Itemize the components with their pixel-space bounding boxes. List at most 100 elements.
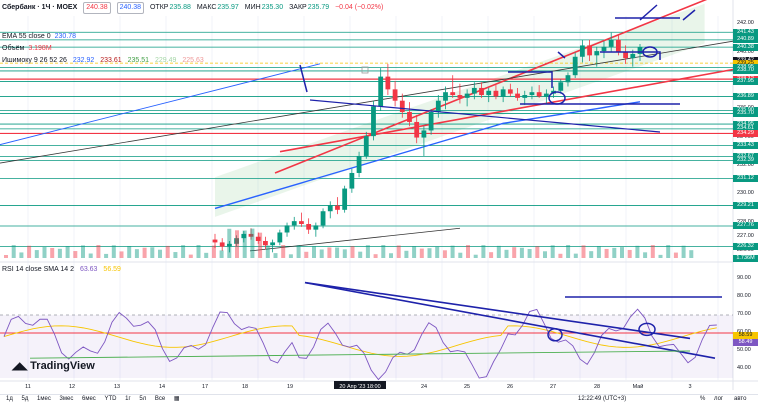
rsi-tick-label: 50.00 [737, 347, 751, 353]
volume-bar [188, 254, 193, 258]
tradingview-logo[interactable]: ◢◣ TradingView [12, 360, 95, 372]
price-box-sell[interactable]: 240.38 [83, 2, 111, 14]
time-tick-label: 14 [159, 384, 165, 390]
candle-body [543, 93, 549, 97]
price-tick-label: 227.00 [737, 232, 754, 239]
annotation-bracket-1 [508, 71, 553, 88]
volume-bar [265, 245, 270, 258]
candle-body [277, 232, 283, 243]
volume-legend[interactable]: Объём 3.198M [2, 44, 56, 54]
candle-body [392, 89, 398, 101]
calendar-icon[interactable]: ▦ [173, 396, 180, 402]
candle-body [212, 239, 218, 243]
volume-bar [504, 249, 509, 258]
rsi-trendline-1 [304, 281, 691, 340]
percent-toggle[interactable]: % [700, 396, 706, 402]
range-1m[interactable]: 1мес [37, 396, 51, 402]
trendline-blue-left [0, 63, 321, 146]
candle-body [608, 39, 614, 47]
volume-bar [319, 249, 324, 258]
price-tag: 238.70 [733, 67, 758, 75]
candle-body [349, 172, 355, 189]
candle-body [637, 47, 643, 54]
candle-body [284, 225, 290, 233]
range-ytd[interactable]: YTD [104, 396, 117, 402]
volume-bar [19, 252, 24, 258]
volume-bar [165, 245, 170, 258]
rsi-tick-label: 80.00 [737, 293, 751, 299]
candle-body [378, 76, 384, 107]
price-tag: 232.67 [733, 152, 758, 160]
candle-body [435, 100, 441, 113]
price-tag: 241.43 [733, 28, 758, 36]
volume-bar [65, 246, 70, 258]
volume-bar [658, 254, 663, 258]
ohlc-low-label: МИН [244, 4, 261, 11]
volume-bar [327, 247, 332, 258]
volume-bar [258, 232, 263, 258]
candle-body [565, 75, 571, 83]
range-all[interactable]: Все [154, 396, 166, 402]
candle-body [615, 39, 621, 53]
volume-bar [27, 245, 32, 258]
volume-bar [81, 245, 85, 258]
volume-bar [681, 245, 686, 258]
volume-bar [373, 254, 378, 258]
volume-bar [604, 248, 609, 258]
volume-bar [643, 252, 648, 258]
price-tag: 227.76 [733, 222, 758, 230]
volume-bar [581, 245, 586, 258]
candle-body [320, 211, 326, 226]
price-tick-label: 240.00 [737, 48, 754, 55]
range-3m[interactable]: 3мес [59, 396, 74, 402]
volume-bar [650, 245, 655, 258]
candle-body [421, 130, 427, 138]
symbol-title[interactable]: Сбербанк · 1Ч · MOEX [2, 4, 78, 11]
volume-bar [427, 248, 432, 258]
ema-legend[interactable]: EMA 55 close 0 230.78 [2, 32, 80, 42]
range-1y[interactable]: 1г [125, 396, 131, 402]
volume-bar [57, 248, 62, 258]
price-tag: 226.32 [733, 242, 758, 250]
range-5y[interactable]: 5л [139, 396, 147, 402]
time-tick-label: 26 [507, 384, 513, 390]
price-tag: 240.89 [733, 36, 758, 44]
time-tick-label: 18 [242, 384, 248, 390]
candle-body [291, 221, 297, 226]
volume-bar [34, 250, 39, 258]
price-box-buy[interactable]: 240.38 [116, 2, 145, 14]
volume-bar [620, 247, 624, 258]
range-5d[interactable]: 5д [21, 396, 29, 402]
candle-body [623, 52, 628, 59]
volume-bar [304, 251, 309, 258]
candle-body [414, 121, 420, 138]
log-toggle[interactable]: лог [714, 396, 724, 402]
price-tag: 238.95 [733, 63, 758, 71]
ichimoku-value-4: 229.49 [155, 57, 177, 64]
volume-bar [442, 250, 447, 258]
volume-bar [512, 247, 517, 258]
range-1d[interactable]: 1д [6, 396, 13, 402]
candle-body [464, 93, 470, 98]
rsi-legend[interactable]: RSI 14 close SMA 14 2 63.63 56.59 [2, 265, 125, 275]
price-tag: 234.29 [733, 129, 758, 137]
volume-bar [550, 245, 555, 258]
clock[interactable]: 12:22:49 (UTC+3) [578, 396, 627, 402]
price-axis[interactable]: 242.00240.00238.00236.00234.00232.00230.… [733, 0, 758, 390]
volume-bar [596, 246, 601, 258]
volume-bar [119, 251, 124, 258]
ema-label: EMA 55 close 0 [2, 33, 51, 40]
volume-bar [227, 228, 232, 258]
candle-body [255, 236, 261, 241]
volume-bar [127, 246, 132, 258]
ema-55-line [214, 101, 641, 210]
volume-bar [350, 246, 355, 258]
rsi-label: RSI 14 close SMA 14 2 [2, 266, 74, 273]
ichimoku-legend[interactable]: Ишимоку 9 26 52 26 232.92 233.61 235.51 … [2, 56, 208, 66]
volume-bar [242, 230, 247, 258]
time-tick-label: 12 [69, 384, 75, 390]
auto-toggle[interactable]: авто [734, 396, 747, 402]
candle-body [500, 89, 506, 97]
range-6m[interactable]: 6мес [82, 396, 96, 402]
